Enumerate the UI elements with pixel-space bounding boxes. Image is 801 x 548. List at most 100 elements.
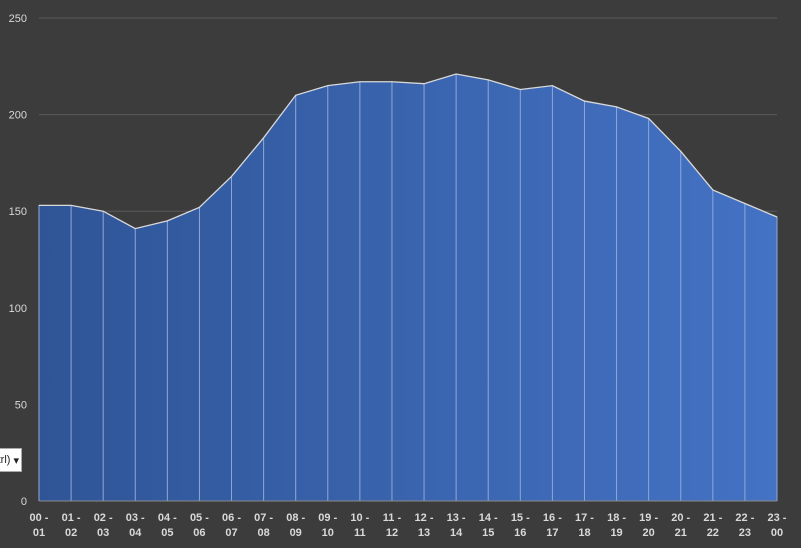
x-tick-label: 10 - 11 <box>350 512 369 539</box>
data-point <box>583 100 585 102</box>
x-tick-label-line: 01 - <box>62 512 81 524</box>
x-tick-label-line: 05 <box>161 527 173 539</box>
x-tick-label-line: 03 <box>97 527 109 539</box>
x-tick-label-line: 15 <box>482 527 494 539</box>
data-point <box>166 220 168 222</box>
x-tick-label-line: 12 <box>386 527 398 539</box>
x-tick-label: 01 - 02 <box>62 512 81 539</box>
x-tick-label-line: 13 <box>418 527 430 539</box>
x-tick-label: 21 - 22 <box>703 512 722 539</box>
x-tick-label-line: 19 - <box>639 512 658 524</box>
x-tick-label-line: 14 <box>450 527 463 539</box>
x-tick-label-line: 02 <box>65 527 77 539</box>
y-tick-label: 50 <box>15 399 27 411</box>
x-tick-label-line: 11 - <box>383 512 402 524</box>
x-tick-label-line: 18 <box>578 527 590 539</box>
x-tick-label: 14 - 15 <box>479 512 498 539</box>
x-tick-label-line: 20 <box>643 527 655 539</box>
paste-options-button[interactable]: trl) ▾ <box>0 448 22 472</box>
data-point <box>744 202 746 204</box>
y-tick-label: 250 <box>9 13 27 25</box>
x-tick-label-line: 02 - <box>94 512 113 524</box>
x-tick-label-line: 22 <box>707 527 719 539</box>
x-tick-label: 15 - 16 <box>511 512 530 539</box>
data-point <box>680 150 682 152</box>
x-tick-label-line: 17 - <box>575 512 594 524</box>
x-tick-label-line: 21 <box>675 527 687 539</box>
x-tick-label: 04 - 05 <box>158 512 177 539</box>
x-tick-label-line: 03 - <box>126 512 145 524</box>
x-tick-label-line: 08 <box>257 527 269 539</box>
x-tick-label: 07 - 08 <box>254 512 273 539</box>
x-tick-label-line: 23 - <box>768 512 787 524</box>
data-point <box>616 106 618 108</box>
data-point <box>263 137 265 139</box>
x-tick-label: 03 - 04 <box>126 512 145 539</box>
x-tick-label: 22 - 23 <box>735 512 754 539</box>
x-tick-label-line: 10 - <box>350 512 369 524</box>
x-tick-label: 19 - 20 <box>639 512 658 539</box>
data-point <box>487 79 489 81</box>
x-tick-label: 00 - 01 <box>30 512 49 539</box>
x-tick-label-line: 16 - <box>543 512 562 524</box>
data-point <box>295 94 297 96</box>
data-point <box>519 88 521 90</box>
x-tick-label-line: 00 <box>771 527 783 539</box>
x-tick-label: 09 - 10 <box>318 512 337 539</box>
area-fill <box>39 74 777 501</box>
data-point <box>712 189 714 191</box>
x-tick-label-line: 22 - <box>735 512 754 524</box>
data-point <box>455 73 457 75</box>
x-tick-label-line: 05 - <box>190 512 209 524</box>
x-tick-label-line: 16 <box>514 527 526 539</box>
x-tick-label-line: 04 - <box>158 512 177 524</box>
y-tick-label: 150 <box>9 206 27 218</box>
data-point <box>423 83 425 85</box>
x-tick-label: 18 - 19 <box>607 512 626 539</box>
x-tick-label-line: 04 <box>129 527 142 539</box>
x-tick-label-line: 19 <box>610 527 622 539</box>
x-tick-label: 17 - 18 <box>575 512 594 539</box>
x-tick-label-line: 23 <box>739 527 751 539</box>
data-point <box>198 206 200 208</box>
x-tick-label: 08 - 09 <box>286 512 305 539</box>
data-point <box>327 85 329 87</box>
x-tick-label-line: 13 - <box>447 512 466 524</box>
data-point <box>134 228 136 230</box>
x-tick-label-line: 09 - <box>318 512 337 524</box>
y-tick-label: 200 <box>9 110 27 122</box>
x-tick-label: 05 - 06 <box>190 512 209 539</box>
x-tick-label-line: 00 - <box>30 512 49 524</box>
x-tick-label: 20 - 21 <box>671 512 690 539</box>
x-tick-label-line: 17 <box>546 527 558 539</box>
x-tick-label-line: 09 <box>290 527 302 539</box>
x-tick-label-line: 21 - <box>703 512 722 524</box>
area-line <box>39 73 778 230</box>
data-point <box>551 85 553 87</box>
x-tick-label-line: 07 - <box>254 512 273 524</box>
x-tick-label: 12 - 13 <box>415 512 434 539</box>
data-point <box>102 210 104 212</box>
x-tick-label-line: 01 <box>33 527 45 539</box>
x-tick-label-line: 08 - <box>286 512 305 524</box>
data-point <box>776 216 778 218</box>
x-tick-label: 16 - 17 <box>543 512 562 539</box>
data-point <box>391 81 393 83</box>
x-tick-label: 02 - 03 <box>94 512 113 539</box>
y-tick-label: 100 <box>9 303 27 315</box>
x-tick-label-line: 07 <box>225 527 237 539</box>
data-point <box>38 204 40 206</box>
x-tick-label: 06 - 07 <box>222 512 241 539</box>
data-point <box>70 204 72 206</box>
x-tick-label-line: 12 - <box>415 512 434 524</box>
x-tick-label: 23 - 00 <box>768 512 787 539</box>
x-tick-label-line: 14 - <box>479 512 498 524</box>
x-tick-label-line: 10 <box>322 527 334 539</box>
x-tick-label-line: 11 <box>354 527 366 539</box>
data-point <box>359 81 361 83</box>
data-point <box>648 117 650 119</box>
x-tick-label: 11 - 12 <box>383 512 402 539</box>
x-tick-label-line: 06 <box>193 527 205 539</box>
y-tick-label: 0 <box>21 496 27 508</box>
